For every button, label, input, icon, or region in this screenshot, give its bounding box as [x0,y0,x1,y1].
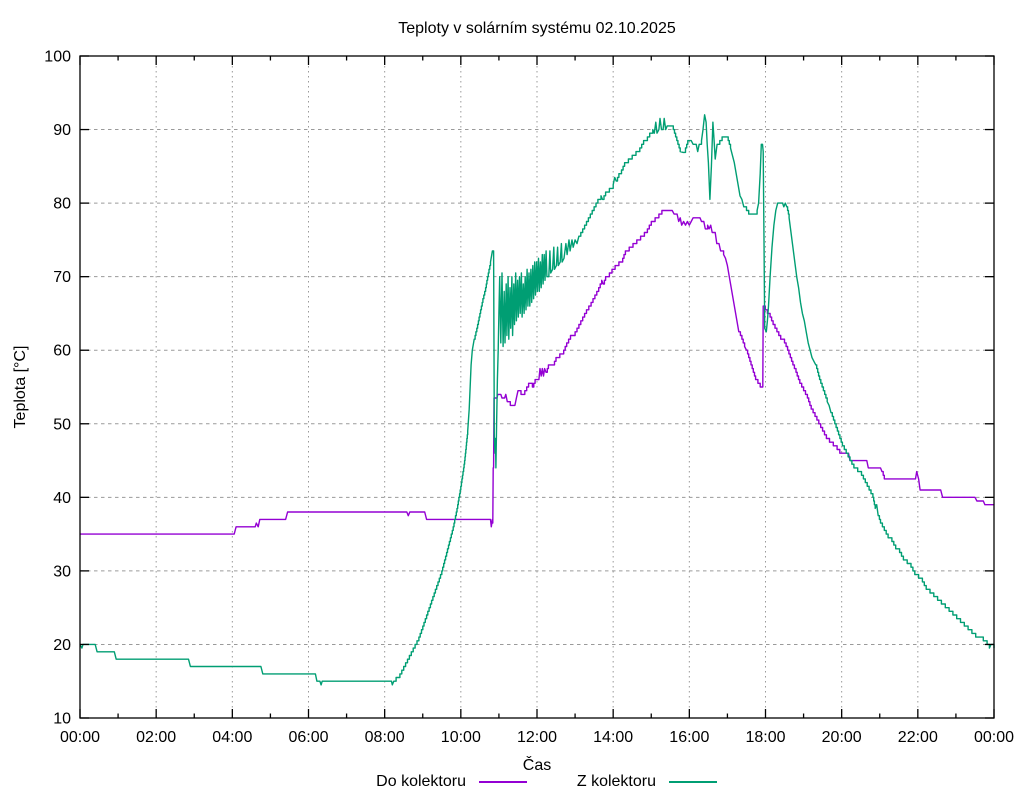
x-tick-label: 06:00 [288,729,328,746]
x-tick-label: 04:00 [212,729,252,746]
x-tick-label: 14:00 [593,729,633,746]
series-lines [79,114,995,686]
x-tick-label: 00:00 [974,729,1014,746]
y-tick-label: 30 [53,563,71,580]
x-axis-label: Čas [522,757,552,774]
y-axis-label: Teplota [°C] [12,345,29,429]
series-line-z-kolektoru [79,114,995,686]
legend-label-do-kolektoru: Do kolektoru [376,773,466,790]
y-tick-label: 80 [53,196,71,213]
legend-line-sample-do-kolektoru [479,781,527,783]
series-line-do-kolektoru [80,209,994,535]
x-tick-label: 02:00 [136,729,176,746]
y-tick-label: 100 [44,49,71,66]
x-tick-label: 22:00 [898,729,938,746]
x-tick-label: 00:00 [60,729,100,746]
x-tick-label: 18:00 [745,729,785,746]
x-tick-label: 10:00 [441,729,481,746]
grid-lines [80,56,994,718]
x-tick-label: 12:00 [517,729,557,746]
y-tick-label: 40 [53,490,71,507]
y-tick-label: 70 [53,269,71,286]
chart-title: Teploty v solárním systému 02.10.2025 [398,20,676,37]
x-tick-label: 20:00 [822,729,862,746]
y-tick-label: 50 [53,416,71,433]
legend-line-sample-z-kolektoru [669,781,717,783]
y-tick-label: 10 [53,711,71,728]
y-tick-label: 60 [53,343,71,360]
y-tick-label: 90 [53,122,71,139]
x-tick-label: 08:00 [365,729,405,746]
x-tick-label: 16:00 [669,729,709,746]
legend-label-z-kolektoru: Z kolektoru [576,773,656,790]
axes-and-ticks [79,55,995,719]
tick-labels: 00:00 02:00 04:00 06:00 08:00 10:00 12:00 14:00… [44,49,1014,747]
y-tick-label: 20 [53,637,71,654]
